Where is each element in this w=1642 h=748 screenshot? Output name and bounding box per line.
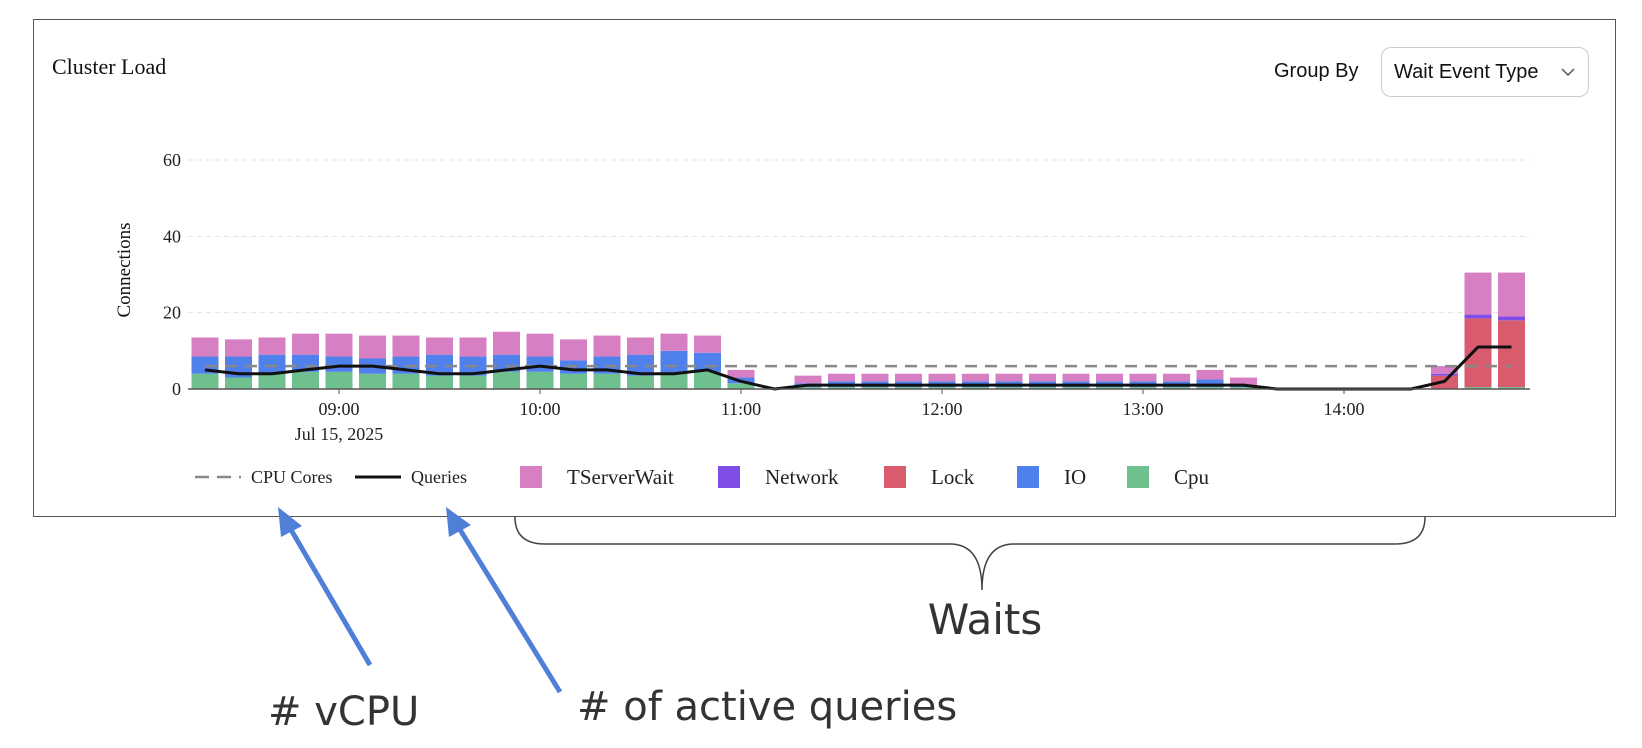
cluster-load-panel: Cluster Load Group By Wait Event Type bbox=[33, 19, 1616, 517]
queries-arrow bbox=[446, 507, 563, 694]
vcpu-arrow bbox=[278, 507, 373, 667]
waits-brace bbox=[514, 516, 1426, 591]
group-by-select[interactable]: Wait Event Type bbox=[1381, 47, 1589, 97]
group-by-label: Group By bbox=[1274, 60, 1359, 82]
queries-annotation: # of active queries bbox=[577, 684, 957, 730]
chevron-down-icon bbox=[1561, 68, 1575, 77]
panel-title: Cluster Load bbox=[52, 54, 167, 79]
waits-label: Waits bbox=[928, 595, 1043, 644]
vcpu-annotation: # vCPU bbox=[268, 689, 419, 735]
group-by-value: Wait Event Type bbox=[1394, 60, 1539, 83]
